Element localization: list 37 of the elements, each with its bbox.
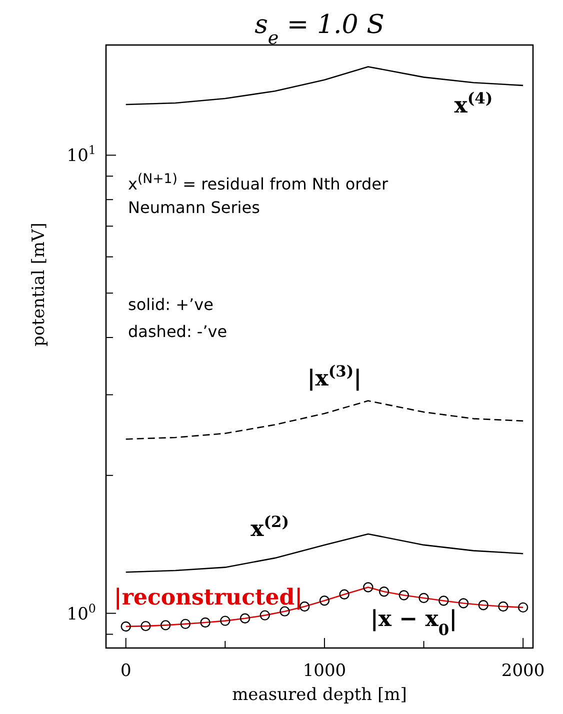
point [319, 595, 330, 606]
point [478, 600, 488, 610]
point [240, 613, 250, 624]
series-label: |reconstructed| [114, 584, 303, 610]
point [260, 610, 270, 620]
point [458, 598, 469, 608]
series-label: x$^{(4)}$ [454, 90, 493, 119]
annotation: x$^{(N+1)}$ = residual from Nth order Neumann Series [128, 171, 390, 220]
point [200, 617, 210, 628]
point [180, 618, 191, 630]
point [120, 621, 131, 632]
y-tick-label: 10$^{1}$ [66, 143, 96, 166]
series-label: |x − x$_{0}$| [370, 606, 458, 639]
series-label: x$^{(2)}$ [250, 513, 290, 542]
chart-title: s$_{e}$ = 1.0 S [254, 10, 384, 48]
series-label: |x$^{(3)}$| [307, 362, 362, 392]
line-series [125, 400, 524, 440]
point [378, 586, 390, 597]
y-tick-label: 10$^{0}$ [66, 601, 96, 624]
point [498, 601, 508, 612]
annotation: solid: +’ve [128, 294, 214, 316]
point [140, 620, 151, 632]
point [339, 589, 350, 600]
annotation: dashed: -’ve [128, 321, 228, 343]
y-axis-title: potential [mV] [29, 222, 50, 346]
x-axis-title: measured depth [m] [232, 685, 407, 705]
point [363, 582, 374, 592]
point [518, 602, 528, 613]
point [438, 596, 449, 606]
point [300, 601, 310, 612]
x-tick-label: 2000 [501, 661, 545, 681]
point [220, 616, 230, 626]
x-tick-label: 1000 [302, 661, 346, 681]
x-tick-label: 0 [120, 661, 132, 681]
point [418, 592, 429, 604]
point [398, 590, 410, 600]
point [160, 620, 171, 630]
